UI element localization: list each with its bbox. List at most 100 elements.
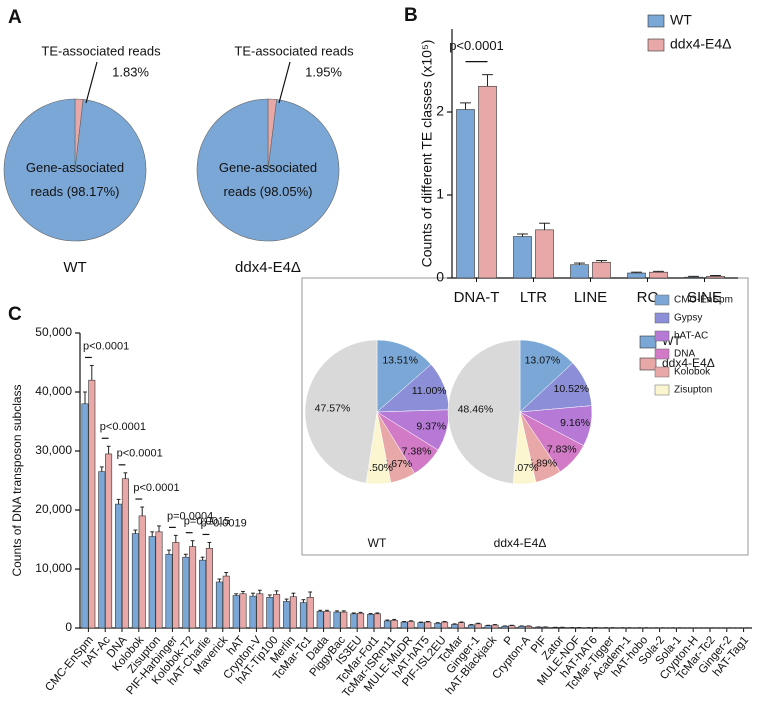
error-bar <box>207 542 211 548</box>
error-bar <box>517 234 528 236</box>
y-tick-label: 10,000 <box>35 561 72 575</box>
error-bar <box>140 507 144 516</box>
bar <box>149 537 155 628</box>
error-bar <box>191 541 195 547</box>
bar <box>367 614 373 628</box>
x-tick-label: DNA-T <box>454 289 500 306</box>
bar <box>519 626 525 628</box>
slice-label: 13.51% <box>382 355 418 367</box>
slice-label: 10.52% <box>553 383 589 395</box>
legend-swatch <box>640 336 656 348</box>
bar <box>418 623 424 628</box>
bar <box>384 621 390 628</box>
bar <box>250 596 256 628</box>
bar <box>650 272 668 278</box>
panel-label: A <box>8 7 22 28</box>
legend-swatch <box>655 349 669 359</box>
bar <box>283 601 289 628</box>
bar <box>536 230 554 278</box>
legend-swatch <box>648 39 664 51</box>
slice-label: 1.95% <box>305 64 342 79</box>
error-bar <box>133 530 137 534</box>
gene-label: Gene-associated reads (98.17%) <box>9 156 141 204</box>
bar <box>514 237 532 279</box>
slice-label: 47.57% <box>315 402 351 414</box>
error-bar <box>90 365 94 380</box>
error-bar <box>460 103 471 110</box>
bar <box>300 603 306 628</box>
bar <box>525 626 531 628</box>
legend-swatch <box>648 15 664 27</box>
bar <box>223 576 229 628</box>
slice-label: 7.38% <box>402 446 432 458</box>
bar <box>441 622 447 628</box>
error-bar <box>100 467 104 472</box>
leader-line <box>86 62 97 103</box>
error-bar <box>184 554 188 557</box>
gene-label: Gene-associated reads (98.05%) <box>202 156 334 204</box>
bar <box>492 625 498 628</box>
legend-label: DNA <box>674 349 695 360</box>
bar <box>457 110 475 278</box>
legend-swatch <box>655 367 669 377</box>
bar <box>357 613 363 628</box>
bar <box>115 504 121 628</box>
bar <box>139 516 145 628</box>
slice-label: 11.00% <box>412 385 447 397</box>
bar <box>451 624 457 628</box>
pie-title: WT <box>63 259 86 276</box>
bar <box>233 596 239 628</box>
bar <box>189 547 195 628</box>
error-bar <box>167 550 171 554</box>
slice-label: 1.83% <box>112 64 149 79</box>
legend-label: Kolobok <box>674 367 711 378</box>
bar <box>707 276 725 278</box>
error-bar <box>83 392 87 404</box>
bar <box>324 611 330 628</box>
bar <box>351 614 357 628</box>
bar <box>628 273 646 278</box>
panel-label: C <box>8 304 22 325</box>
bar <box>468 625 474 628</box>
significance-label: p<0.0001 <box>83 340 129 352</box>
gene-label-box: Gene-associated reads (98.17%) <box>9 156 141 212</box>
bar <box>374 614 380 628</box>
slice-category: TE-associated reads <box>234 43 354 58</box>
bar <box>257 594 263 628</box>
bar <box>290 597 296 628</box>
bar <box>183 557 189 628</box>
bar <box>408 622 414 628</box>
pie-title: WT <box>368 536 387 550</box>
bar <box>156 532 162 628</box>
legend-label: WT <box>670 12 692 28</box>
error-bar <box>482 75 493 87</box>
y-tick-label: 0 <box>65 620 72 634</box>
error-bar <box>150 532 154 537</box>
error-bar <box>268 595 272 597</box>
y-tick-label: 30,000 <box>35 443 72 457</box>
leader-line <box>279 62 290 103</box>
error-bar <box>539 223 550 230</box>
y-axis-label: Counts of different TE classes (x10⁵) <box>419 40 435 268</box>
legend-swatch <box>655 295 669 305</box>
bar <box>485 626 491 628</box>
bar <box>132 534 138 628</box>
bar <box>82 404 88 628</box>
y-tick-label: 40,000 <box>35 384 72 398</box>
bar <box>509 626 515 628</box>
error-bar <box>241 591 245 593</box>
legend-label: hAT-AC <box>674 331 708 342</box>
bar <box>199 560 205 628</box>
bar <box>685 277 703 278</box>
error-bar <box>224 573 228 577</box>
bar <box>105 454 111 628</box>
significance-label: p<0.0001 <box>100 421 146 433</box>
error-bar <box>201 557 205 560</box>
bar <box>401 622 407 628</box>
legend-swatch <box>640 358 656 370</box>
error-bar <box>157 526 161 532</box>
x-tick-label: LTR <box>520 289 547 306</box>
bar <box>479 86 497 278</box>
slice-label: (98.17%) <box>67 184 120 199</box>
bar <box>206 548 212 628</box>
